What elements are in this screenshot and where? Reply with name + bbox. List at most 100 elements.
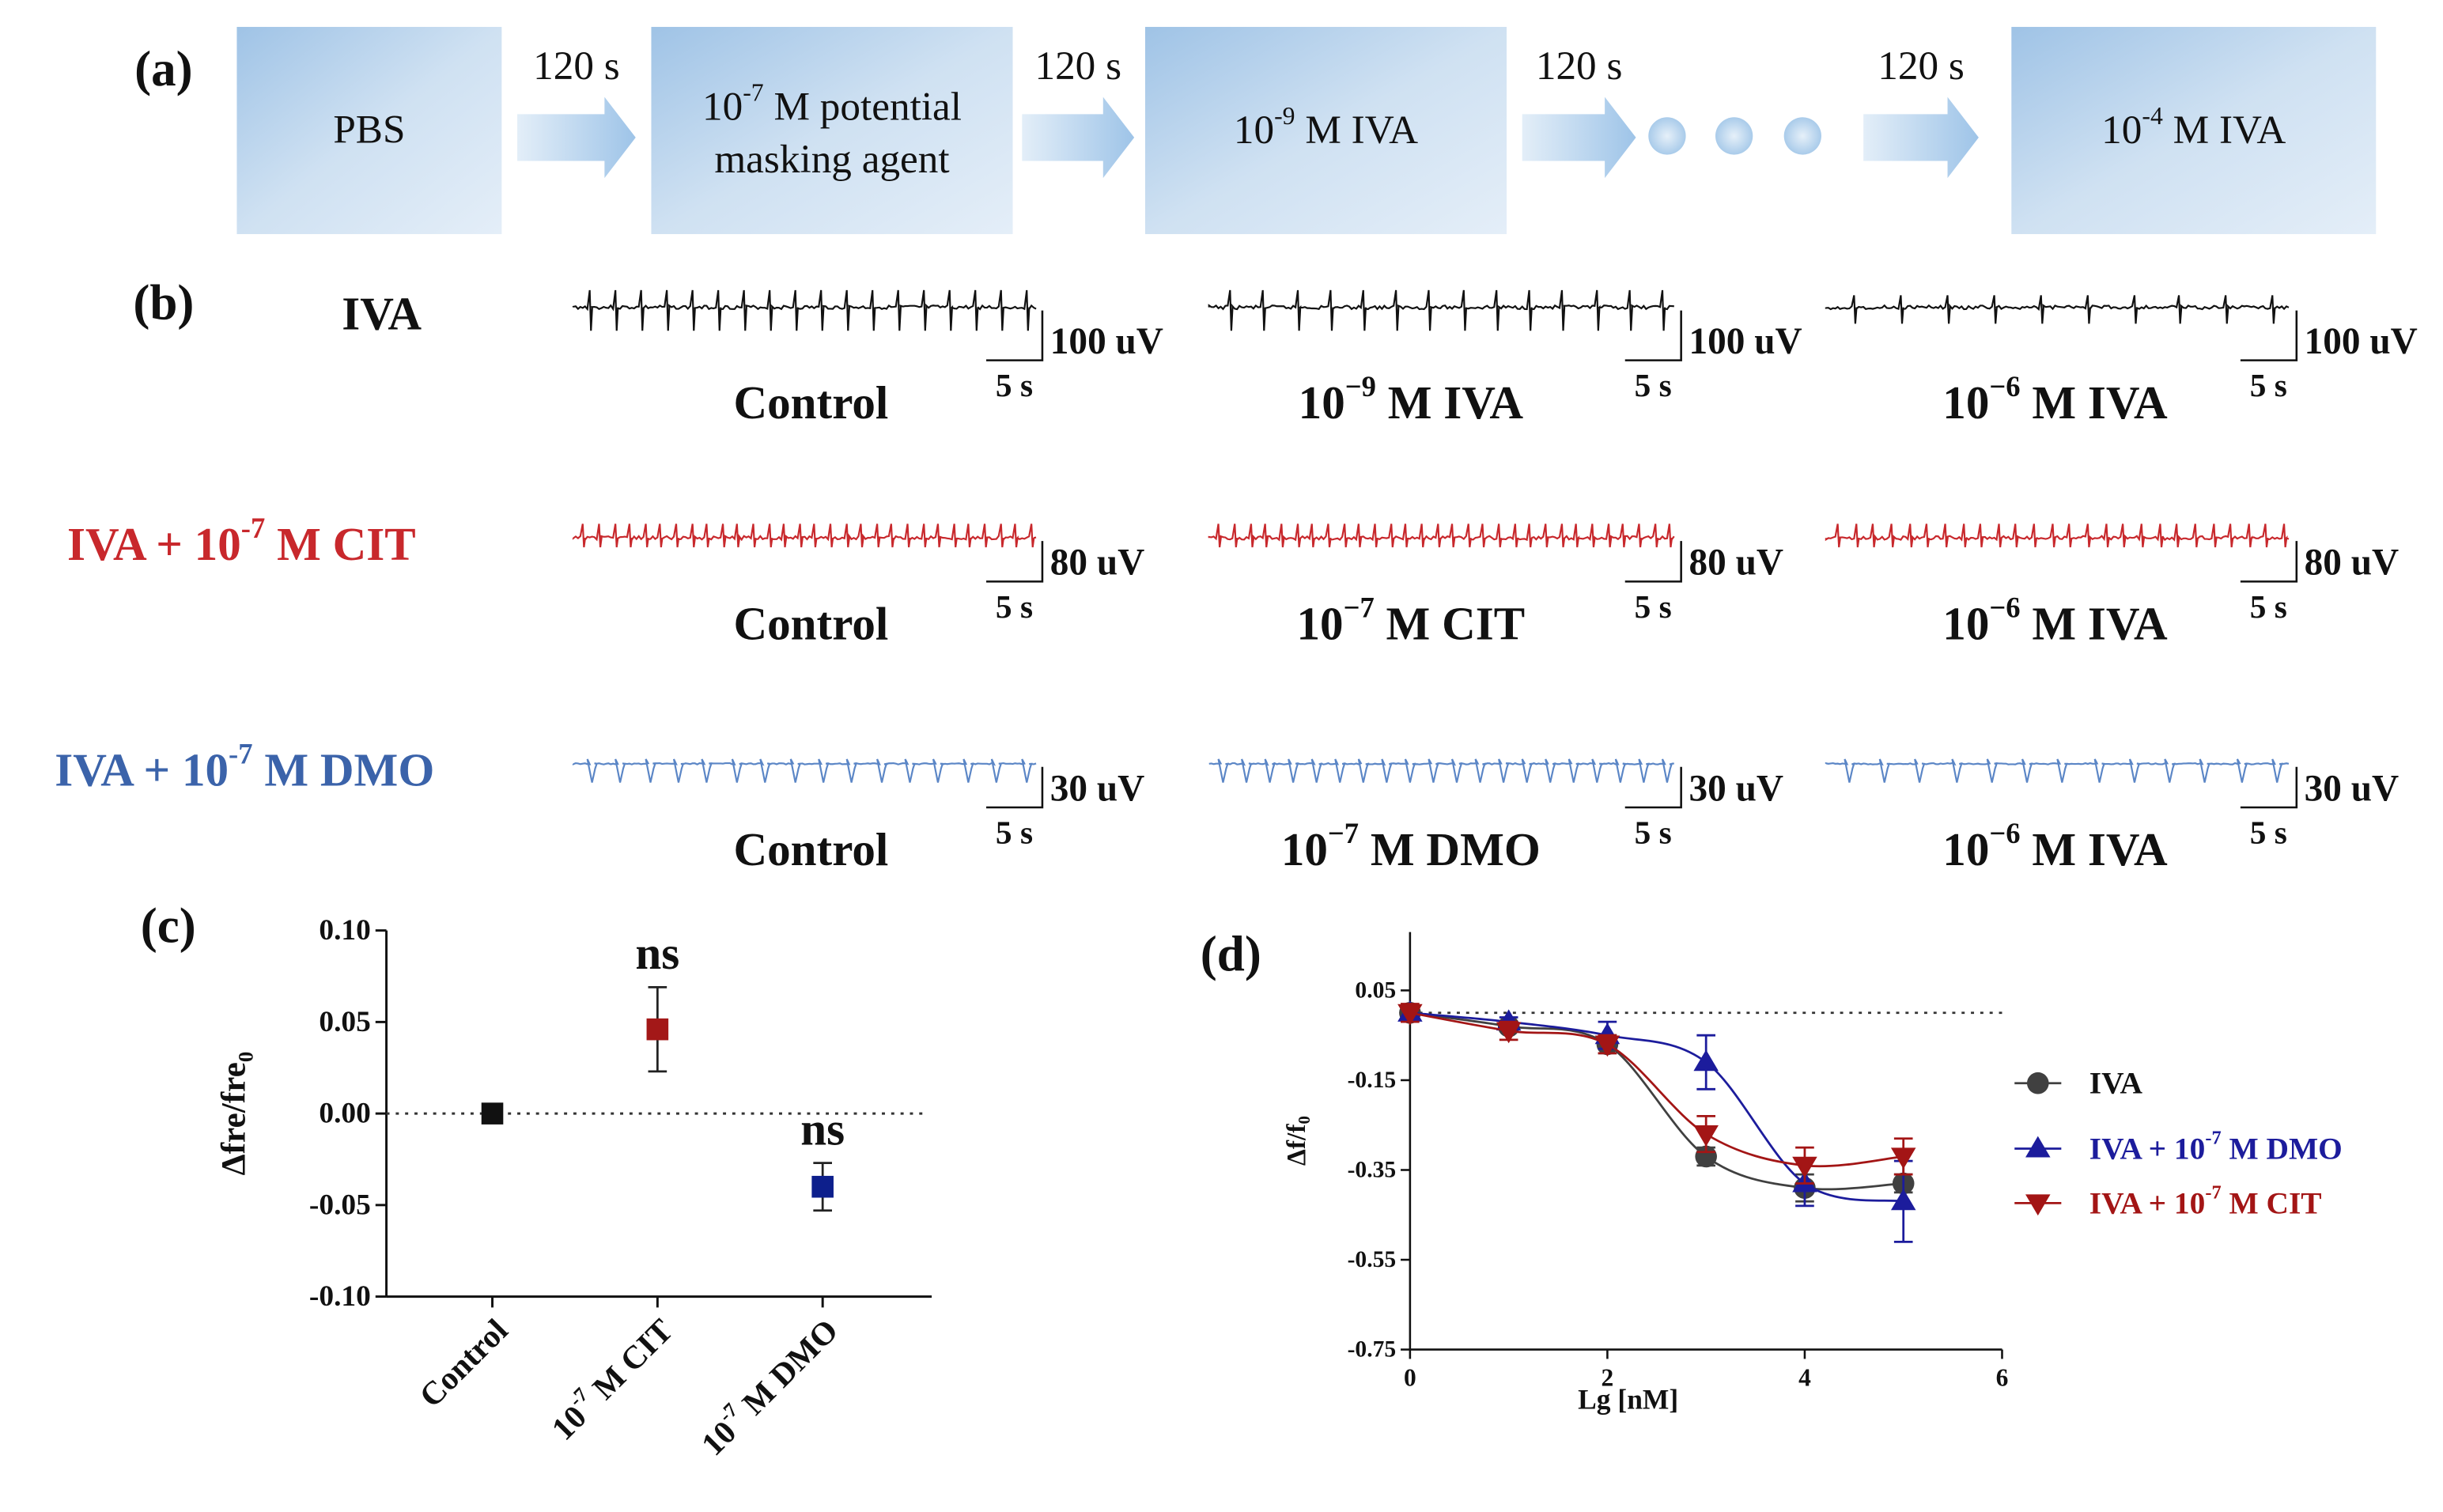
- condition-label: 10−6 M IVA: [1942, 592, 2168, 650]
- y-tick-label: -0.35: [1348, 1157, 1397, 1182]
- text-part: 10: [1234, 108, 1274, 153]
- marker: [1792, 1156, 1817, 1178]
- marker: [481, 1102, 504, 1125]
- series-curve: [1409, 1011, 1904, 1203]
- trace: [1208, 524, 1675, 548]
- text-part: 10: [2101, 108, 2142, 153]
- ellipsis-dot: [1715, 117, 1753, 155]
- marker: [646, 1018, 669, 1041]
- trace: [572, 758, 1037, 783]
- marker: [2025, 1194, 2051, 1216]
- flow-arrow: [1522, 96, 1636, 179]
- text-part: −9: [1345, 370, 1376, 403]
- text-part: M CIT: [580, 1312, 680, 1412]
- text-part: M IVA: [2163, 108, 2286, 153]
- x-tick-label: 6: [1996, 1364, 2009, 1392]
- step-box: [651, 27, 1013, 235]
- y-tick-label: 0.05: [1355, 977, 1396, 1003]
- condition-label: 10−7 M DMO: [1281, 817, 1541, 875]
- text-part: M CIT: [2222, 1185, 2322, 1220]
- scale-amplitude: 30 uV: [1689, 768, 1784, 809]
- y-tick-label: 0.00: [319, 1098, 370, 1130]
- scale-amplitude: 80 uV: [2305, 542, 2400, 584]
- text-part: M CIT: [265, 518, 415, 570]
- text-part: 10: [1281, 823, 1328, 875]
- y-tick-label: -0.10: [309, 1280, 371, 1313]
- x-tick-label: 10-7 M CIT: [541, 1309, 679, 1447]
- text-part: -7: [2205, 1181, 2221, 1203]
- scale-bar: [986, 766, 1044, 809]
- annotation: ns: [800, 1102, 845, 1155]
- panel-label: (b): [133, 275, 194, 331]
- series-curve: [1409, 1011, 1904, 1168]
- panel-label: (c): [141, 898, 196, 954]
- y-axis-label: Δf/f0: [1282, 1116, 1314, 1166]
- annotation: ns: [635, 927, 679, 979]
- panel-label: (a): [134, 41, 193, 96]
- interval-label: 120 s: [1034, 43, 1121, 89]
- marker: [1693, 1125, 1719, 1147]
- scale-bar: [1624, 541, 1682, 583]
- text-part: 10: [1299, 376, 1345, 429]
- text-part: M CIT: [1375, 598, 1525, 650]
- scale-time: 5 s: [2250, 815, 2287, 851]
- condition-label: 10−7 M CIT: [1297, 592, 1526, 650]
- legend-label: IVA + 10-7 M DMO: [2089, 1127, 2343, 1166]
- scale-time: 5 s: [996, 367, 1033, 403]
- text-part: 0: [1296, 1116, 1314, 1124]
- marker: [1890, 1189, 1916, 1211]
- scale-amplitude: 30 uV: [1050, 768, 1145, 809]
- scale-time: 5 s: [996, 815, 1033, 851]
- condition-label: Control: [733, 598, 888, 650]
- trace: [1208, 289, 1674, 331]
- text-part: 10: [1942, 598, 1989, 650]
- text-part: IVA + 10: [2089, 1131, 2206, 1166]
- trace: [1825, 758, 2290, 783]
- step-box: [1144, 27, 1507, 235]
- condition-label: 10−6 M IVA: [1942, 370, 2168, 429]
- scale-bar: [986, 310, 1044, 361]
- marker: [1693, 1049, 1719, 1072]
- scale-time: 5 s: [1635, 815, 1672, 851]
- scale-bar: [2240, 310, 2298, 361]
- y-tick-label: 0.05: [319, 1006, 370, 1038]
- condition-label: Control: [733, 823, 888, 875]
- scale-bar: [1624, 766, 1682, 809]
- trace: [1825, 295, 2290, 324]
- scale-time: 5 s: [1635, 367, 1672, 403]
- text-part: M IVA: [2021, 598, 2168, 650]
- panel-label: (d): [1201, 926, 1261, 981]
- y-tick-label: -0.55: [1348, 1247, 1397, 1272]
- text-part: −6: [1989, 370, 2020, 403]
- text-part: −7: [1328, 817, 1359, 849]
- text-part: M IVA: [1376, 376, 1523, 429]
- text-part: M IVA: [2021, 823, 2168, 875]
- trace: [1825, 524, 2290, 548]
- ellipsis-dot: [1648, 117, 1686, 155]
- scale-amplitude: 100 uV: [1689, 321, 1802, 362]
- text-part: M DMO: [2222, 1131, 2343, 1166]
- text-part: Δf/f: [1282, 1124, 1311, 1166]
- row-label: IVA + 10-7 M DMO: [55, 738, 434, 796]
- series-curve: [1409, 1011, 1904, 1191]
- y-tick-label: 0.10: [319, 914, 370, 947]
- trace: [572, 289, 1037, 331]
- scale-amplitude: 100 uV: [1050, 321, 1163, 362]
- y-tick-label: -0.15: [1348, 1068, 1397, 1093]
- text-part: IVA + 10: [55, 744, 229, 796]
- marker: [2025, 1136, 2051, 1158]
- text-part: M DMO: [1359, 823, 1541, 875]
- step-text: 10-9 M IVA: [1234, 102, 1418, 152]
- flow-arrow: [517, 96, 636, 179]
- row-label: IVA: [342, 288, 422, 340]
- flow-arrow: [1863, 96, 1979, 179]
- x-tick-label: 2: [1602, 1364, 1614, 1392]
- step-text: 10-4 M IVA: [2101, 102, 2286, 152]
- scale-amplitude: 100 uV: [2305, 321, 2418, 362]
- row-label: IVA + 10-7 M CIT: [67, 512, 416, 570]
- scale-bar: [986, 541, 1044, 583]
- step-text: 10-7 M potential: [702, 78, 962, 128]
- text-part: M potential: [764, 84, 962, 129]
- scale-amplitude: 80 uV: [1050, 542, 1145, 584]
